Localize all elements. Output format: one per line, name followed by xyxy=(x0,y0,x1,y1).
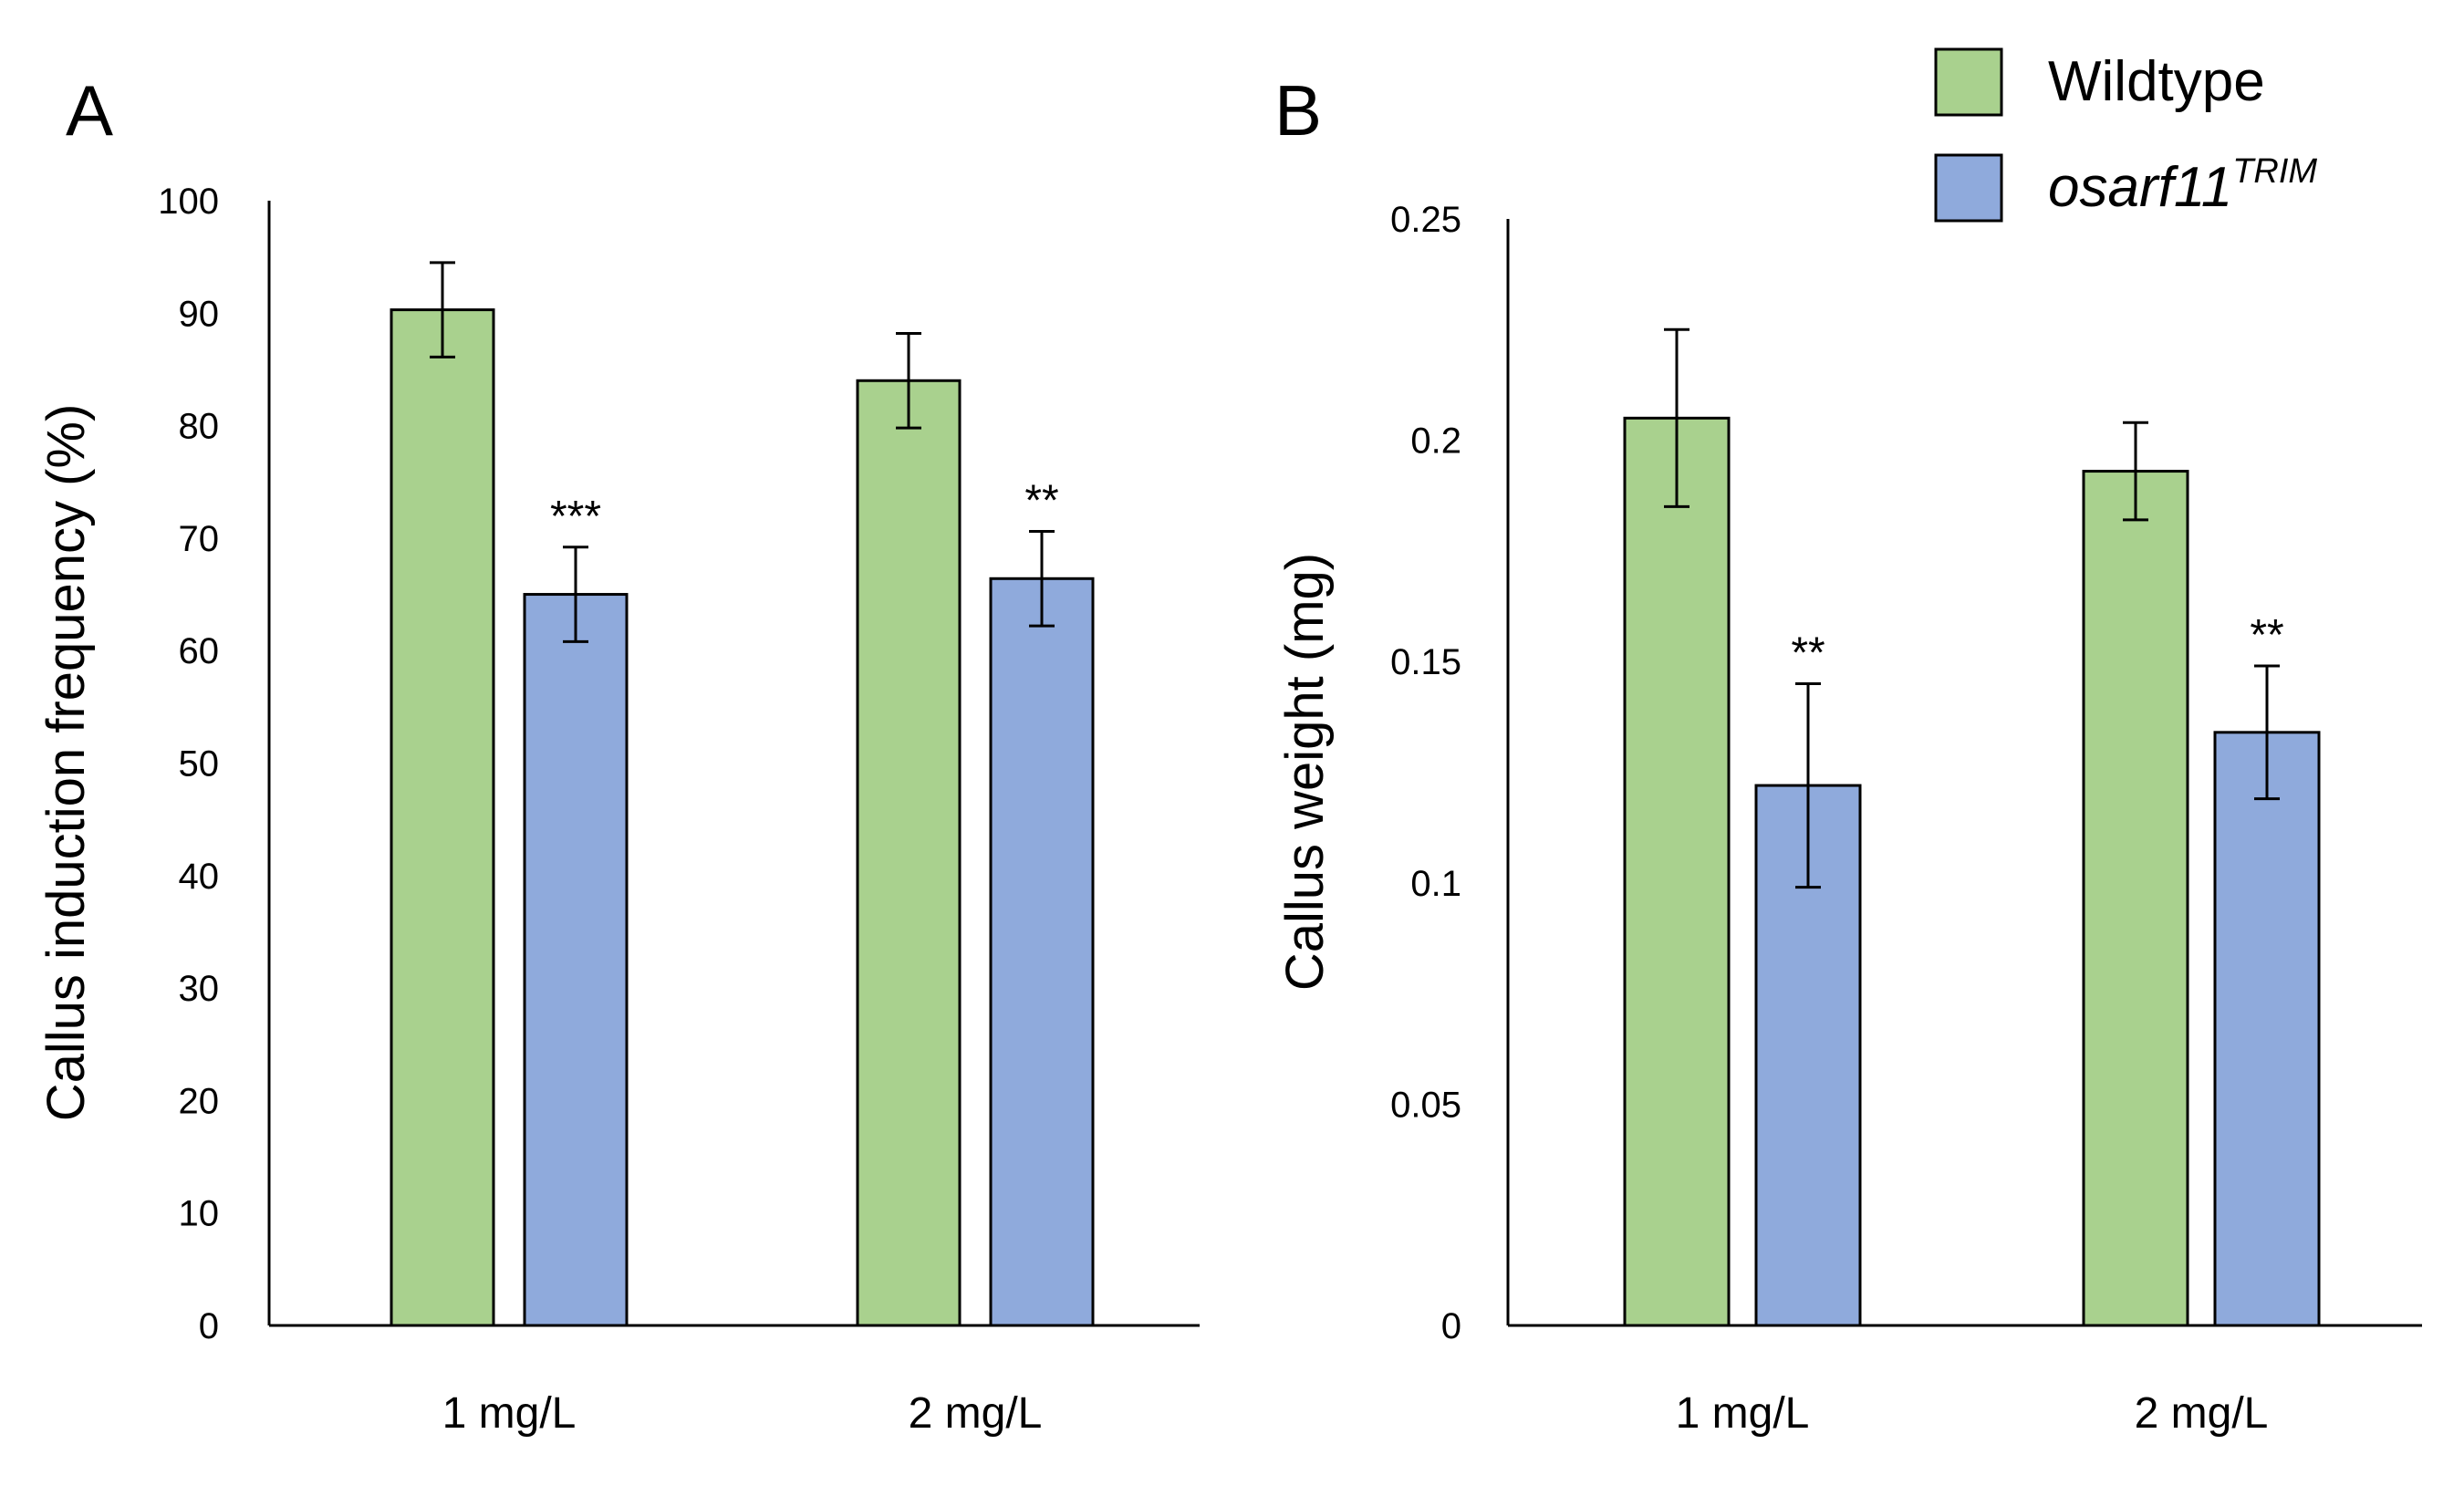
legend: Wildtype osarf11TRIM xyxy=(1934,47,2317,223)
panel-b-y-tick-label: 0.15 xyxy=(1390,642,1461,682)
panel-a-bar-mutant xyxy=(989,577,1095,1327)
panel-b-significance-marker: ** xyxy=(1791,629,1825,677)
panel-b-category-label: 1 mg/L xyxy=(1676,1389,1810,1438)
panel-a-y-tick-label: 90 xyxy=(179,294,220,334)
panel-a-y-tick-label: 80 xyxy=(179,407,220,447)
legend-label-mutant-name: osarf11 xyxy=(2048,156,2232,219)
panel-a-y-tick-label: 60 xyxy=(179,631,220,671)
panel-a-y-tick-label: 10 xyxy=(179,1194,220,1234)
legend-swatch-wildtype xyxy=(1934,47,2003,117)
panel-a-y-tick-label: 0 xyxy=(199,1306,219,1346)
panel-a-y-tick-label: 30 xyxy=(179,969,220,1009)
panel-b-y-tick-label: 0 xyxy=(1441,1306,1461,1346)
panel-a-bar-wildtype xyxy=(390,308,495,1327)
panel-a-significance-marker: ** xyxy=(1024,477,1058,525)
panel-b-letter: B xyxy=(1274,70,1322,151)
panel-a-chart: A 0 10 20 30 40 50 60 70 80 90 100 Callus induction… xyxy=(36,70,1200,1438)
panel-a-category-label: 1 mg/L xyxy=(442,1389,577,1438)
panel-a-bar-mutant xyxy=(523,593,629,1327)
panel-b-bar-mutant xyxy=(2213,731,2321,1327)
panel-b-y-tick-label: 0.05 xyxy=(1390,1085,1461,1125)
panel-a-y-tick-label: 50 xyxy=(179,744,220,785)
legend-label-mutant: osarf11TRIM xyxy=(2048,152,2317,219)
panel-a-y-tick-label: 70 xyxy=(179,519,220,559)
panel-a-category-label: 2 mg/L xyxy=(909,1389,1043,1438)
panel-a-y-tick-label: 20 xyxy=(179,1081,220,1121)
panel-b-y-tick-label: 0.1 xyxy=(1410,864,1461,904)
panel-a-letter: A xyxy=(66,70,113,151)
legend-label-mutant-superscript: TRIM xyxy=(2232,152,2317,191)
panel-b-bar-wildtype xyxy=(1623,416,1731,1327)
panel-a-bar-wildtype xyxy=(856,379,962,1327)
panel-a-y-axis-title: Callus induction frequency (%) xyxy=(36,404,96,1122)
panel-b-category-label: 2 mg/L xyxy=(2135,1389,2269,1438)
legend-label-wildtype: Wildtype xyxy=(2048,50,2265,113)
legend-swatch-mutant xyxy=(1934,153,2003,223)
panel-b-bar-wildtype xyxy=(2082,470,2189,1327)
panel-a-y-tick-label: 100 xyxy=(158,182,219,222)
panel-b-significance-marker: ** xyxy=(2250,611,2283,660)
panel-a-significance-marker: *** xyxy=(550,493,601,541)
panel-a-y-tick-label: 40 xyxy=(179,857,220,897)
panel-b-y-tick-label: 0.2 xyxy=(1410,421,1461,462)
panel-b-y-tick-label: 0.25 xyxy=(1390,200,1461,240)
panel-b-y-axis-title: Callus weight (mg) xyxy=(1275,553,1335,991)
panel-b-chart: B 0 0.05 0.1 0.15 0.2 0.25 Callus weight (mg) 1… xyxy=(1274,70,2422,1438)
